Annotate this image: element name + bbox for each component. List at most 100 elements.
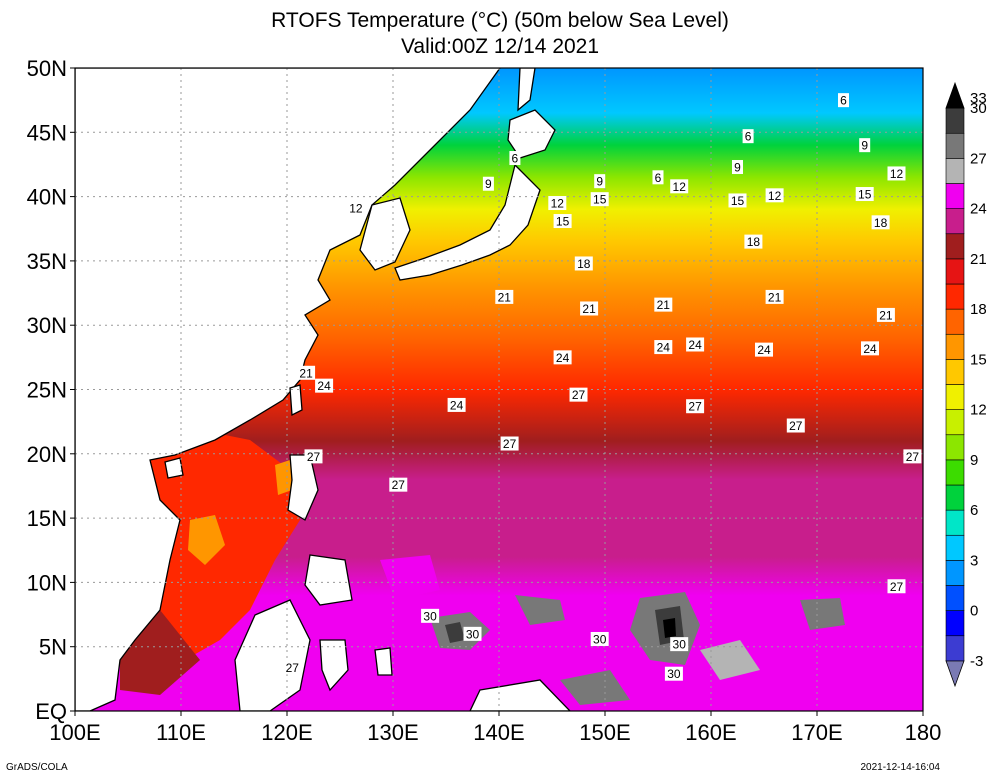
contour-label-box	[580, 301, 599, 316]
contour-label-text: 27	[789, 419, 803, 433]
lat-tick-label: 20N	[27, 442, 67, 467]
contour-label-box	[304, 449, 323, 464]
contour-label-text: 6	[745, 130, 752, 144]
contour-label: 24	[686, 337, 705, 352]
contour-label-text: 15	[858, 188, 872, 202]
contour-label-box	[654, 340, 673, 355]
colorbar-segment	[945, 258, 965, 285]
contour-label-text: 27	[307, 450, 321, 464]
contour-label-box	[500, 436, 519, 451]
contour-label-text: 15	[556, 215, 570, 229]
contour-label: 18	[871, 215, 890, 230]
colorbar-segment	[945, 434, 965, 461]
footer-timestamp: 2021-12-14-16:04	[860, 762, 940, 773]
contour-label: 12	[887, 166, 906, 181]
contour-label-box	[686, 399, 705, 414]
contour-label-box	[553, 214, 572, 229]
contour-label-text: 21	[879, 308, 893, 322]
contour-label-text: 27	[688, 400, 702, 414]
contour-label-text: 24	[317, 379, 331, 393]
contour-label-box	[887, 579, 906, 594]
borneo	[234, 599, 311, 711]
contour-label-text: 21	[657, 298, 671, 312]
colorbar-segment	[945, 384, 965, 410]
contour-label-box	[421, 608, 440, 623]
contour-label-text: 30	[673, 638, 687, 652]
contour-label: 27	[283, 660, 302, 675]
contour-label-box	[786, 418, 805, 433]
colorbar-label: 6	[970, 502, 978, 519]
contour-label-text: 12	[349, 202, 363, 216]
contour-label: 15	[855, 187, 874, 202]
contour-label-text: 24	[657, 341, 671, 355]
contour-label-text: 12	[551, 197, 565, 211]
contour-label: 27	[887, 579, 906, 594]
contour-label-text: 27	[392, 478, 406, 492]
contour-label-box	[670, 637, 689, 652]
colorbar-label: 3	[970, 552, 978, 569]
contour-label: 30	[670, 637, 689, 652]
contour-label: 9	[594, 174, 606, 189]
contour-label-box	[742, 129, 754, 144]
colorbar-segment	[945, 132, 965, 159]
contour-label-text: 24	[863, 342, 877, 356]
contour-label: 15	[728, 193, 747, 208]
lon-tick-label: 100E	[49, 720, 100, 745]
contour-label: 12	[548, 196, 567, 211]
contour-label-text: 27	[906, 450, 920, 464]
colorbar-label: 9	[970, 452, 978, 469]
contour-label: 15	[590, 192, 609, 207]
contour-label: 21	[580, 301, 599, 316]
contour-label: 27	[500, 436, 519, 451]
contour-label-box	[765, 188, 784, 203]
contour-label-box	[297, 365, 316, 380]
contour-label-box	[861, 341, 879, 356]
lon-tick-label: 180	[905, 720, 942, 745]
colorbar-segment	[945, 107, 965, 134]
contour-label-box	[654, 297, 673, 312]
contour-label-text: 24	[556, 351, 570, 365]
contour-label-text: 30	[423, 609, 437, 623]
contour-label-box	[574, 256, 593, 271]
contour-label-text: 12	[673, 180, 687, 194]
contour-label: 24	[315, 378, 334, 393]
contour-label: 6	[509, 151, 521, 166]
contour-label: 30	[664, 666, 683, 681]
contour-label-box	[686, 337, 705, 352]
contour-label-box	[732, 160, 743, 175]
contour-label: 27	[304, 449, 323, 464]
colorbar-label: 0	[970, 603, 978, 620]
contour-label-text: 15	[731, 194, 745, 208]
colorbar-segment	[945, 233, 965, 260]
colorbar-label: 21	[970, 251, 987, 268]
hokkaido	[507, 109, 556, 159]
contour-label-text: 12	[768, 189, 782, 203]
lat-tick-label: 45N	[27, 120, 67, 145]
lon-tick-label: 140E	[473, 720, 524, 745]
contour-label-text: 9	[485, 177, 492, 191]
contour-label: 27	[686, 399, 705, 414]
contour-label: 27	[389, 477, 408, 492]
contour-label-text: 15	[593, 193, 607, 207]
contour-label-box	[553, 350, 572, 365]
colorbar-segment	[945, 183, 965, 209]
lon-tick-label: 120E	[261, 720, 312, 745]
contour-label-text: 30	[667, 667, 681, 681]
contour-label: 27	[903, 449, 922, 464]
lat-tick-label: 5N	[39, 635, 67, 660]
colorbar-segment	[945, 484, 965, 511]
contour-label-text: 21	[299, 366, 313, 380]
footer-credit: GrADS/COLA	[6, 762, 68, 773]
contour-label-box	[765, 289, 784, 304]
contour-label-box	[590, 192, 609, 207]
contour-label-text: 21	[582, 302, 596, 316]
contour-label: 21	[654, 297, 673, 312]
colorbar-segment	[945, 610, 965, 637]
contour-label-text: 27	[572, 388, 586, 402]
lat-tick-label: 35N	[27, 249, 67, 274]
contour-label-box	[876, 307, 895, 322]
contour-label: 24	[654, 340, 673, 355]
contour-label-text: 12	[890, 167, 904, 181]
japan-main	[394, 163, 541, 281]
